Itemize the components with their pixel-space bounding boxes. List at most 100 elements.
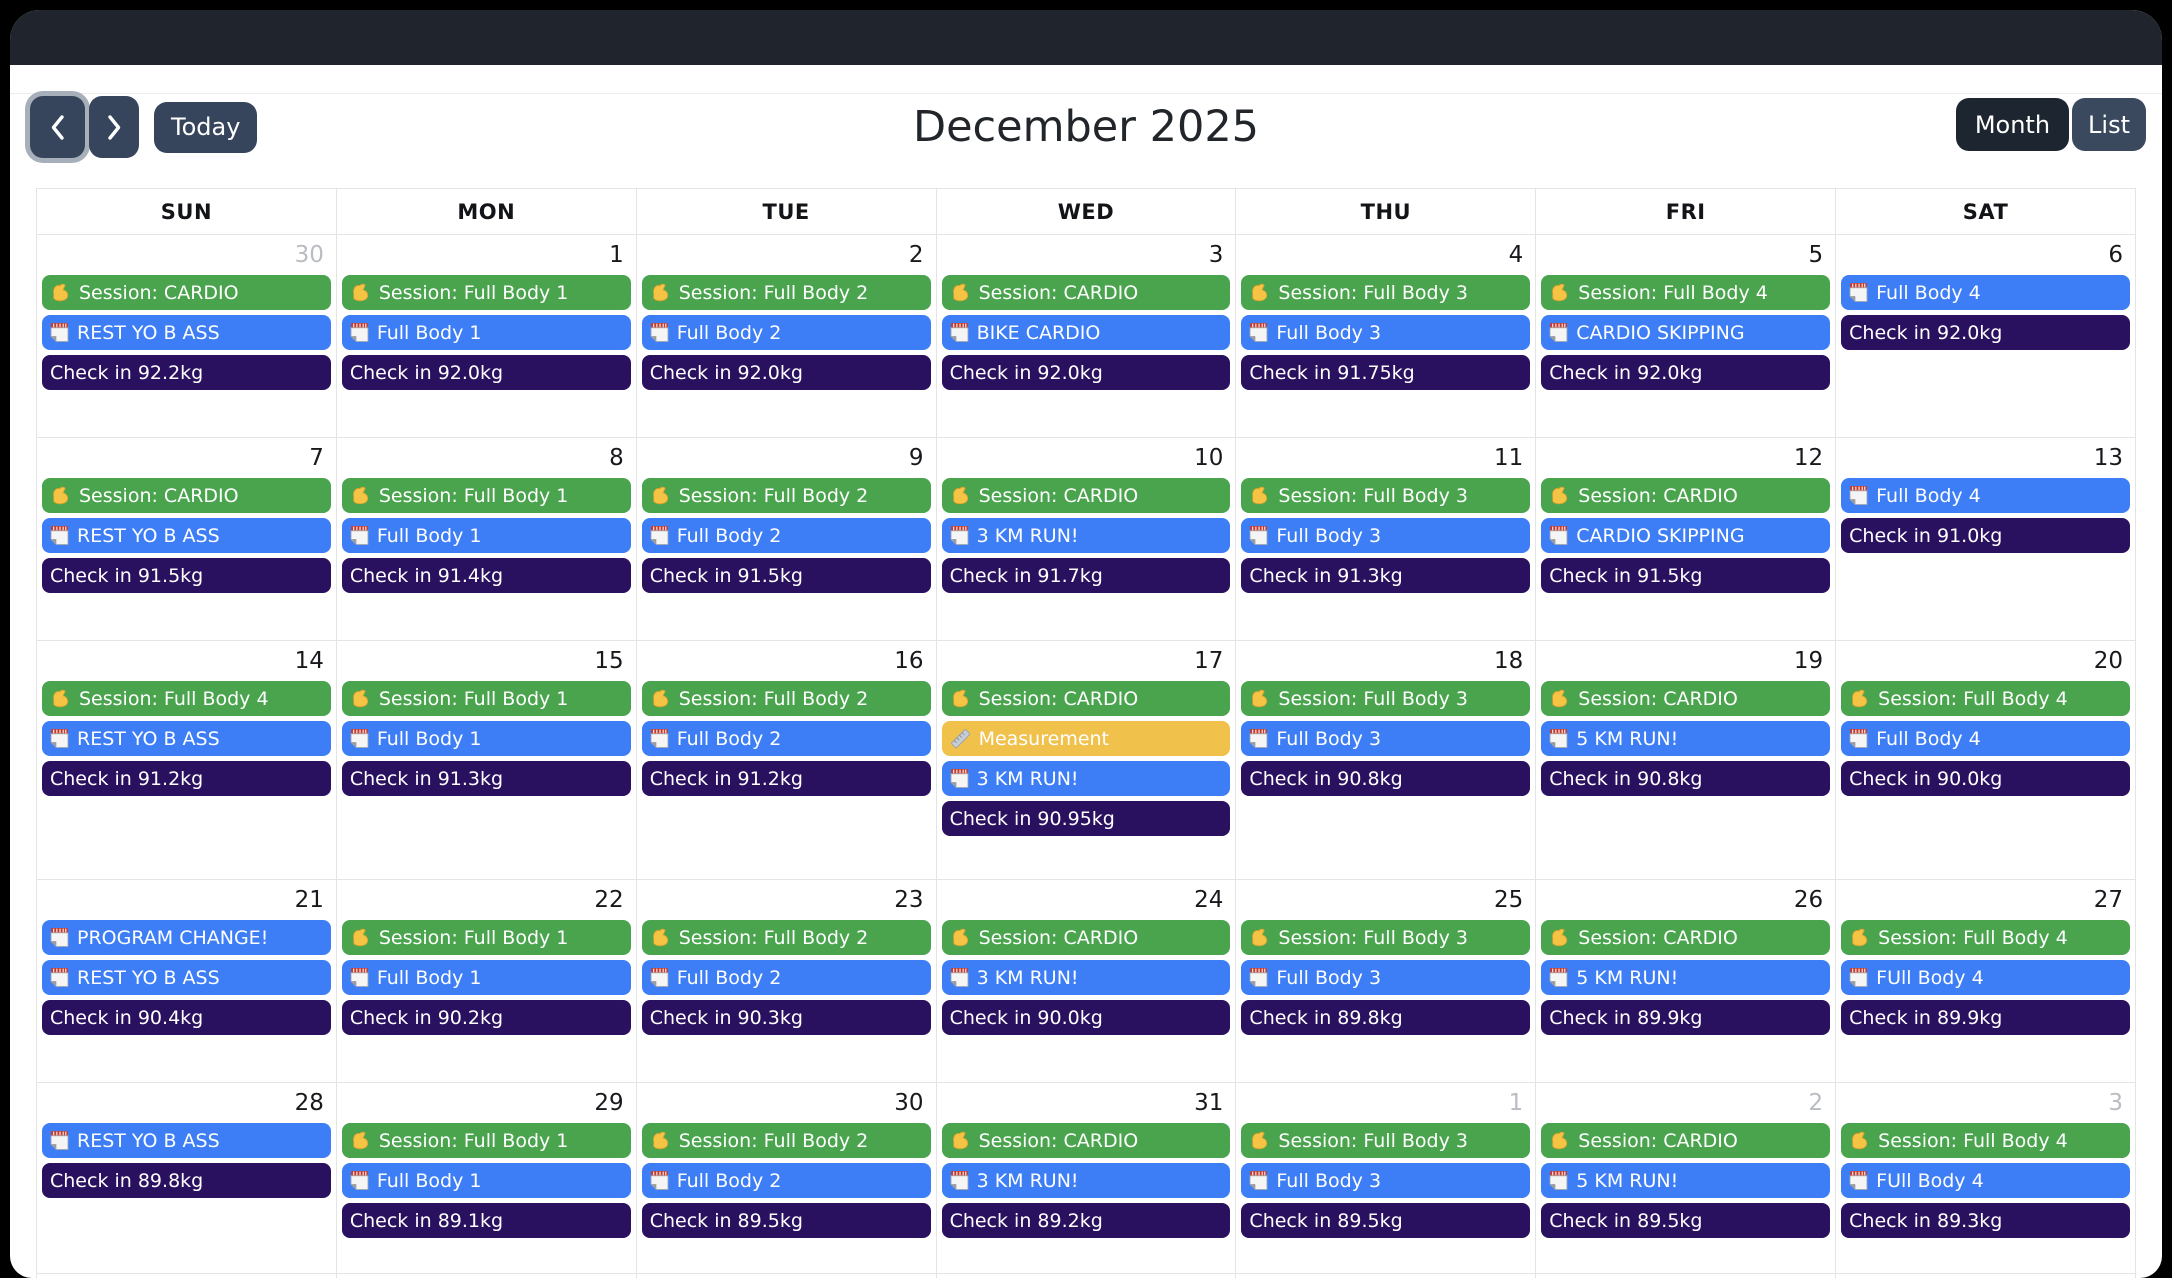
day-cell[interactable]: 2 Session: Full Body 2 Full Body 2 Check in… bbox=[637, 235, 937, 437]
event-note[interactable]: REST YO B ASS bbox=[42, 315, 331, 350]
day-cell[interactable]: 23 Session: Full Body 2 Full Body 2 Check i… bbox=[637, 880, 937, 1082]
event-session[interactable]: Session: CARDIO bbox=[941, 920, 1231, 955]
day-cell[interactable]: 31 Session: CARDIO 3 KM RUN! Check in 89.2k… bbox=[937, 1083, 1237, 1273]
event-session[interactable]: Session: Full Body 3 bbox=[1241, 681, 1531, 716]
day-cell[interactable] bbox=[637, 1274, 937, 1278]
day-cell[interactable]: 15 Session: Full Body 1 Full Body 1 Check i… bbox=[337, 641, 637, 879]
event-note[interactable]: Full Body 3 bbox=[1241, 1163, 1531, 1198]
day-cell[interactable]: 11 Session: Full Body 3 Full Body 3 Check i… bbox=[1236, 438, 1537, 640]
event-note[interactable]: 5 KM RUN! bbox=[1541, 960, 1831, 995]
event-session[interactable]: Session: Full Body 2 bbox=[641, 478, 931, 513]
event-checkin[interactable]: Check in 92.0kg bbox=[341, 355, 631, 390]
day-cell[interactable]: 21 PROGRAM CHANGE! REST YO B ASS Check in 9… bbox=[37, 880, 337, 1082]
month-view-button[interactable]: Month bbox=[1955, 98, 2070, 151]
day-cell[interactable]: 10 Session: CARDIO 3 KM RUN! Check in 91.7k… bbox=[937, 438, 1237, 640]
event-checkin[interactable]: Check in 91.5kg bbox=[641, 558, 931, 593]
event-checkin[interactable]: Check in 89.5kg bbox=[1541, 1203, 1831, 1238]
day-cell[interactable]: 3 Session: CARDIO BIKE CARDIO Check in 92.0… bbox=[937, 235, 1237, 437]
event-checkin[interactable]: Check in 92.0kg bbox=[941, 355, 1231, 390]
event-note[interactable]: Full Body 2 bbox=[641, 721, 931, 756]
event-note[interactable]: Full Body 4 bbox=[1841, 275, 2130, 310]
day-cell[interactable]: 4 Session: Full Body 3 Full Body 3 Check in… bbox=[1236, 235, 1537, 437]
event-note[interactable]: BIKE CARDIO bbox=[941, 315, 1231, 350]
event-checkin[interactable]: Check in 90.0kg bbox=[1841, 761, 2130, 796]
day-cell[interactable]: 9 Session: Full Body 2 Full Body 2 Check in… bbox=[637, 438, 937, 640]
prev-month-button[interactable] bbox=[30, 96, 85, 158]
event-note[interactable]: Full Body 3 bbox=[1241, 518, 1531, 553]
day-cell[interactable] bbox=[337, 1274, 637, 1278]
event-measurement[interactable]: Measurement bbox=[941, 721, 1231, 756]
event-note[interactable]: 5 KM RUN! bbox=[1541, 1163, 1831, 1198]
event-checkin[interactable]: Check in 90.8kg bbox=[1241, 761, 1531, 796]
day-cell[interactable]: 8 Session: Full Body 1 Full Body 1 Check in… bbox=[337, 438, 637, 640]
event-note[interactable]: 5 KM RUN! bbox=[1541, 721, 1831, 756]
event-note[interactable]: Full Body 1 bbox=[341, 518, 631, 553]
day-cell[interactable]: 26 Session: CARDIO 5 KM RUN! Check in 89.9k… bbox=[1536, 880, 1837, 1082]
event-checkin[interactable]: Check in 90.4kg bbox=[42, 1000, 331, 1035]
today-button[interactable]: Today bbox=[154, 101, 258, 153]
event-note[interactable]: REST YO B ASS bbox=[42, 1123, 331, 1158]
event-checkin[interactable]: Check in 91.2kg bbox=[42, 761, 331, 796]
event-session[interactable]: Session: CARDIO bbox=[42, 478, 331, 513]
event-note[interactable]: Full Body 4 bbox=[1841, 721, 2130, 756]
event-session[interactable]: Session: CARDIO bbox=[1541, 681, 1831, 716]
day-cell[interactable] bbox=[937, 1274, 1237, 1278]
event-note[interactable]: FUll Body 4 bbox=[1841, 1163, 2130, 1198]
day-cell[interactable]: 24 Session: CARDIO 3 KM RUN! Check in 90.0k… bbox=[937, 880, 1237, 1082]
event-note[interactable]: 3 KM RUN! bbox=[941, 1163, 1231, 1198]
event-checkin[interactable]: Check in 89.8kg bbox=[42, 1163, 331, 1198]
day-cell[interactable]: 5 Session: Full Body 4 CARDIO SKIPPING Chec… bbox=[1536, 235, 1837, 437]
event-session[interactable]: Session: CARDIO bbox=[941, 478, 1231, 513]
event-note[interactable]: Full Body 2 bbox=[641, 518, 931, 553]
day-cell[interactable]: 12 Session: CARDIO CARDIO SKIPPING Check in… bbox=[1536, 438, 1837, 640]
day-cell[interactable]: 20 Session: Full Body 4 Full Body 4 Check i… bbox=[1836, 641, 2136, 879]
event-session[interactable]: Session: CARDIO bbox=[941, 275, 1231, 310]
event-note[interactable]: 3 KM RUN! bbox=[941, 960, 1231, 995]
event-checkin[interactable]: Check in 89.8kg bbox=[1241, 1000, 1531, 1035]
event-note[interactable]: CARDIO SKIPPING bbox=[1541, 315, 1831, 350]
day-cell[interactable] bbox=[1836, 1274, 2136, 1278]
event-note[interactable]: Full Body 1 bbox=[341, 315, 631, 350]
event-note[interactable]: Full Body 3 bbox=[1241, 960, 1531, 995]
event-session[interactable]: Session: CARDIO bbox=[1541, 920, 1831, 955]
event-checkin[interactable]: Check in 90.2kg bbox=[341, 1000, 631, 1035]
event-checkin[interactable]: Check in 92.0kg bbox=[641, 355, 931, 390]
event-checkin[interactable]: Check in 90.8kg bbox=[1541, 761, 1831, 796]
event-checkin[interactable]: Check in 89.9kg bbox=[1541, 1000, 1831, 1035]
event-note[interactable]: 3 KM RUN! bbox=[941, 518, 1231, 553]
event-checkin[interactable]: Check in 89.1kg bbox=[341, 1203, 631, 1238]
day-cell[interactable]: 27 Session: Full Body 4 FUll Body 4 Check i… bbox=[1836, 880, 2136, 1082]
event-note[interactable]: Full Body 1 bbox=[341, 721, 631, 756]
event-note[interactable]: REST YO B ASS bbox=[42, 721, 331, 756]
event-checkin[interactable]: Check in 91.75kg bbox=[1241, 355, 1531, 390]
event-note[interactable]: REST YO B ASS bbox=[42, 518, 331, 553]
day-cell[interactable]: 30 Session: Full Body 2 Full Body 2 Check i… bbox=[637, 1083, 937, 1273]
event-session[interactable]: Session: Full Body 3 bbox=[1241, 1123, 1531, 1158]
event-session[interactable]: Session: Full Body 4 bbox=[1841, 1123, 2130, 1158]
event-session[interactable]: Session: Full Body 1 bbox=[341, 681, 631, 716]
day-cell[interactable]: 16 Session: Full Body 2 Full Body 2 Check i… bbox=[637, 641, 937, 879]
event-session[interactable]: Session: Full Body 1 bbox=[341, 478, 631, 513]
event-checkin[interactable]: Check in 90.0kg bbox=[941, 1000, 1231, 1035]
event-note[interactable]: 3 KM RUN! bbox=[941, 761, 1231, 796]
event-checkin[interactable]: Check in 89.2kg bbox=[941, 1203, 1231, 1238]
event-note[interactable]: Full Body 3 bbox=[1241, 721, 1531, 756]
event-session[interactable]: Session: Full Body 4 bbox=[1541, 275, 1831, 310]
event-checkin[interactable]: Check in 91.5kg bbox=[42, 558, 331, 593]
event-note[interactable]: CARDIO SKIPPING bbox=[1541, 518, 1831, 553]
event-session[interactable]: Session: CARDIO bbox=[1541, 1123, 1831, 1158]
event-note[interactable]: PROGRAM CHANGE! bbox=[42, 920, 331, 955]
event-session[interactable]: Session: Full Body 3 bbox=[1241, 275, 1531, 310]
event-checkin[interactable]: Check in 89.5kg bbox=[1241, 1203, 1531, 1238]
event-checkin[interactable]: Check in 92.0kg bbox=[1841, 315, 2130, 350]
event-note[interactable]: Full Body 1 bbox=[341, 1163, 631, 1198]
event-session[interactable]: Session: CARDIO bbox=[1541, 478, 1831, 513]
event-session[interactable]: Session: CARDIO bbox=[941, 1123, 1231, 1158]
day-cell[interactable]: 6 Full Body 4 Check in 92.0kg bbox=[1836, 235, 2136, 437]
event-session[interactable]: Session: Full Body 4 bbox=[42, 681, 331, 716]
event-checkin[interactable]: Check in 91.2kg bbox=[641, 761, 931, 796]
day-cell[interactable]: 1 Session: Full Body 1 Full Body 1 Check in… bbox=[337, 235, 637, 437]
event-session[interactable]: Session: Full Body 4 bbox=[1841, 681, 2130, 716]
event-checkin[interactable]: Check in 92.2kg bbox=[42, 355, 331, 390]
event-note[interactable]: Full Body 1 bbox=[341, 960, 631, 995]
